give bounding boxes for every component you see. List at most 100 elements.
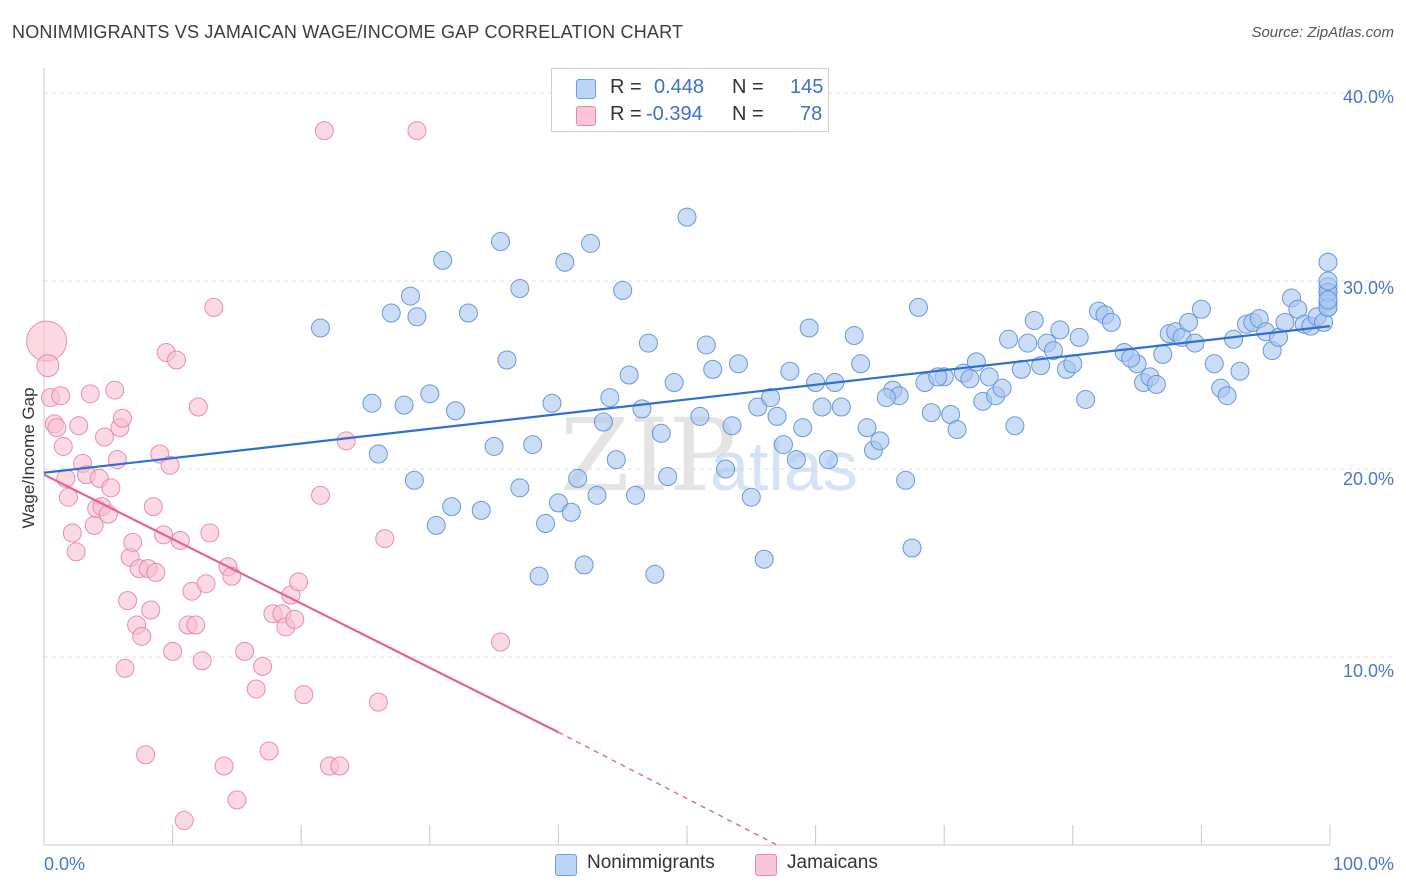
x-tick-label-min: 0.0% [44, 854, 85, 874]
nonimmigrants-point [1318, 271, 1338, 291]
nonimmigrants-point [812, 397, 832, 417]
nonimmigrants-point [1230, 361, 1250, 381]
nonimmigrants-point [458, 303, 478, 323]
y-tick-label-10: 10.0% [1343, 661, 1394, 681]
jamaicans-point [163, 641, 183, 661]
nonimmigrants-point [1063, 354, 1083, 374]
nonimmigrants-point [1121, 348, 1141, 368]
nonimmigrants-point [600, 388, 620, 408]
nonimmigrants-point [896, 470, 916, 490]
nonimmigrants-point [947, 420, 967, 440]
legend-n-value: 145 [790, 76, 824, 98]
correlation-legend: R = 0.448 N = 145 R = -0.394 N = 78 [551, 68, 829, 132]
nonimmigrants-point [632, 399, 652, 419]
nonimmigrants-point [1031, 356, 1051, 376]
nonimmigrants-point [921, 403, 941, 423]
axes [43, 68, 1331, 846]
nonimmigrants-point [626, 485, 646, 505]
nonimmigrants-point [696, 335, 716, 355]
jamaicans-point [192, 651, 212, 671]
nonimmigrants-point [1005, 416, 1025, 436]
jamaicans-point [112, 408, 132, 428]
trend-lines [43, 325, 1331, 846]
nonimmigrants-point [619, 365, 639, 385]
jamaicans-point [188, 397, 208, 417]
nonimmigrants-point [831, 397, 851, 417]
x-tick-label-max: 100.0% [1333, 854, 1394, 874]
nonimmigrants-point [561, 502, 581, 522]
legend-r-label: R = [610, 103, 642, 125]
nonimmigrants-point [442, 497, 462, 517]
jamaicans-point [160, 455, 180, 475]
jamaicans-point [166, 350, 186, 370]
nonimmigrants-point [1217, 386, 1237, 406]
nonimmigrants-point [818, 450, 838, 470]
nonimmigrants-point [1069, 327, 1089, 347]
nonimmigrants-point [1191, 299, 1211, 319]
nonimmigrants-point [806, 373, 826, 393]
nonimmigrants-point [793, 418, 813, 438]
nonimmigrants-point [1318, 290, 1338, 310]
nonimmigrants-point [1076, 389, 1096, 409]
nonimmigrants-point [767, 406, 787, 426]
jamaicans-point [289, 572, 309, 592]
jamaicans-point [491, 632, 511, 652]
nonimmigrants-point [645, 564, 665, 584]
jamaicans-point [69, 416, 89, 436]
y-tick-label-30: 30.0% [1343, 278, 1394, 298]
jamaicans-point [94, 427, 114, 447]
nonimmigrants-point [780, 361, 800, 381]
legend-n-label: N = [732, 76, 764, 98]
nonimmigrants-point [368, 444, 388, 464]
jamaicans-point [259, 741, 279, 761]
jamaicans-point [314, 121, 334, 141]
nonimmigrants-point [613, 280, 633, 300]
jamaicans-point [62, 523, 82, 543]
jamaicans-point [123, 532, 143, 552]
nonimmigrants-point [407, 307, 427, 327]
nonimmigrants-point [491, 232, 511, 252]
nonimmigrants-point [593, 412, 613, 432]
jamaicans-point [375, 529, 395, 549]
legend-r-value: -0.394 [646, 103, 703, 125]
nonimmigrants-point [728, 354, 748, 374]
nonimmigrants-point [497, 350, 517, 370]
jamaicans-point [294, 685, 314, 705]
jamaicans-point [336, 431, 356, 451]
nonimmigrants-point [786, 450, 806, 470]
nonimmigrants-point [658, 467, 678, 487]
jamaicans-point [235, 641, 255, 661]
jamaicans-point [47, 418, 67, 438]
legend-r-value: 0.448 [654, 76, 705, 98]
jamaicans-point [204, 297, 224, 317]
nonimmigrants-point [690, 406, 710, 426]
jamaicans-points [26, 121, 511, 831]
nonimmigrants-point [310, 318, 330, 338]
nonimmigrants-point [542, 393, 562, 413]
nonimmigrants-point [908, 297, 928, 317]
jamaicans-point [227, 790, 247, 810]
jamaicans-point [407, 121, 427, 141]
jamaicans-point [80, 384, 100, 404]
jamaicans-point [146, 562, 166, 582]
jamaicans-point [51, 386, 71, 406]
nonimmigrants-point [1204, 354, 1224, 374]
legend-swatch-blue [555, 854, 577, 876]
nonimmigrants-point [1179, 312, 1199, 332]
jamaicans-point [141, 600, 161, 620]
nonimmigrants-point [529, 566, 549, 586]
chart-title: NONIMMIGRANTS VS JAMAICAN WAGE/INCOME GA… [12, 22, 684, 42]
jamaicans-point [143, 497, 163, 517]
nonimmigrants-point [426, 515, 446, 535]
nonimmigrants-point [851, 354, 871, 374]
y-tick-label-40: 40.0% [1343, 87, 1394, 107]
nonimmigrants-point [394, 395, 414, 415]
nonimmigrants-point [902, 538, 922, 558]
source-label: Source: ZipAtlas.com [1251, 24, 1394, 41]
nonimmigrants-point [404, 470, 424, 490]
nonimmigrants-point [703, 359, 723, 379]
nonimmigrants-point [401, 286, 421, 306]
nonimmigrants-point [664, 373, 684, 393]
jamaicans-point [132, 626, 152, 646]
nonimmigrants-point [587, 485, 607, 505]
